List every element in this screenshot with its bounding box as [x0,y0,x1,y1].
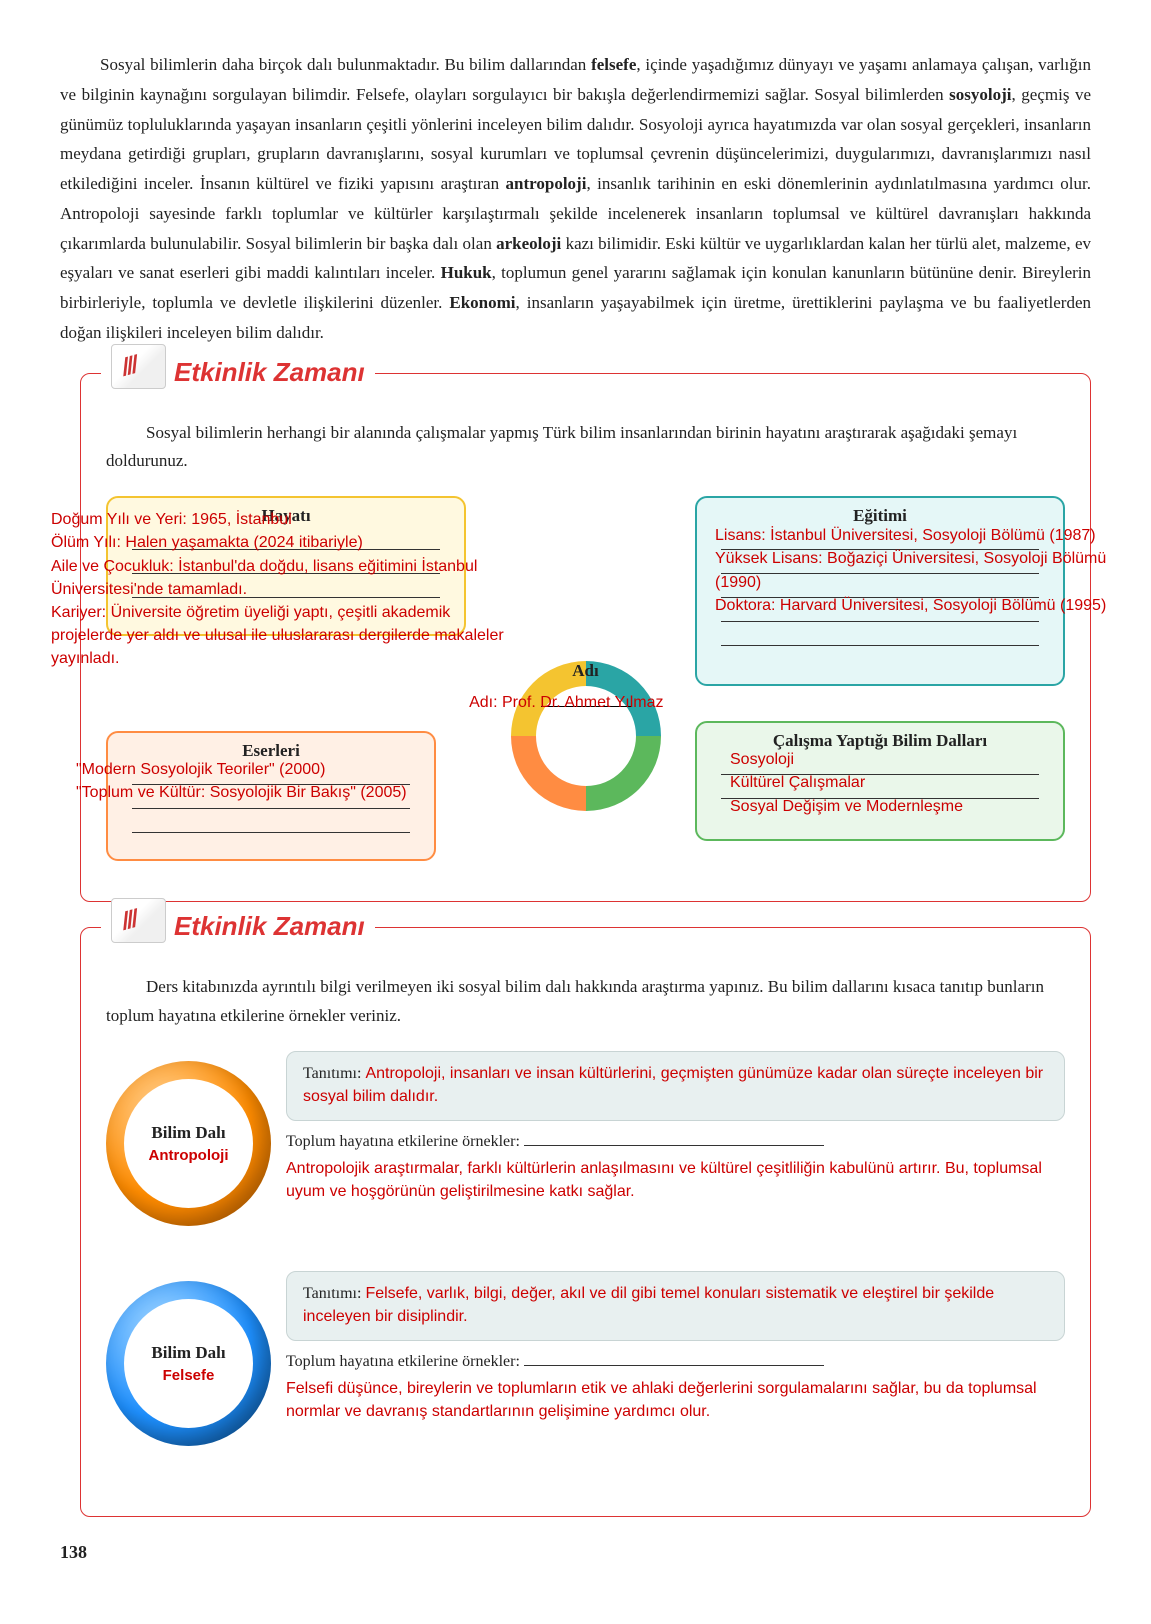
row2-etki-fill: Felsefi düşünce, bireylerin ve toplumlar… [286,1375,1065,1423]
egitimi-annotation: Lisans: İstanbul Üniversitesi, Sosyoloji… [715,524,1115,617]
pencils-icon [111,344,166,389]
row2-tanitimi-box: Tanıtımı: Felsefe, varlık, bilgi, değer,… [286,1271,1065,1341]
schema2-row-1: Bilim Dalı Antropoloji Tanıtımı: Antropo… [106,1051,1065,1251]
activity-2: Etkinlik Zamanı Ders kitabınızda ayrıntı… [80,927,1091,1517]
page-number: 138 [60,1542,1091,1563]
activity-2-title: Etkinlik Zamanı [101,910,375,943]
row1-tanitimi-box: Tanıtımı: Antropoloji, insanları ve insa… [286,1051,1065,1121]
adi-label: Adı [536,661,636,681]
circle-orange: Bilim Dalı Antropoloji [106,1061,271,1226]
row2-tanitimi-fill: Felsefe, varlık, bilgi, değer, akıl ve d… [303,1285,994,1325]
row2-name-fill: Felsefe [163,1367,215,1384]
circle-blue: Bilim Dalı Felsefe [106,1281,271,1446]
eserleri-annotation: "Modern Sosyolojik Teoriler" (2000) "Top… [76,758,496,804]
row1-etki-fill: Antropolojik araştırmalar, farklı kültür… [286,1155,1065,1203]
schema-1: Hayatı Doğum Yılı ve Yeri: 1965, İstanbu… [106,496,1065,876]
adi-fill: Adı: Prof. Dr. Ahmet Yılmaz [456,691,676,714]
calisma-annotation: Sosyoloji Kültürel Çalışmalar Sosyal Değ… [730,748,1100,818]
intro-paragraph: Sosyal bilimlerin daha birçok dalı bulun… [60,50,1091,348]
activity-2-intro: Ders kitabınızda ayrıntılı bilgi verilme… [106,973,1065,1031]
row1-tanitimi-fill: Antropoloji, insanları ve insan kültürle… [303,1065,1043,1105]
activity-1-intro: Sosyal bilimlerin herhangi bir alanında … [106,419,1065,477]
pencils-icon [111,898,166,943]
hayati-annotation: Doğum Yılı ve Yeri: 1965, İstanbul Ölüm … [51,508,521,670]
activity-1-title: Etkinlik Zamanı [101,356,375,389]
row1-name-fill: Antropoloji [149,1147,229,1164]
activity-1: Etkinlik Zamanı Sosyal bilimlerin herhan… [80,373,1091,903]
schema2-row-2: Bilim Dalı Felsefe Tanıtımı: Felsefe, va… [106,1271,1065,1471]
